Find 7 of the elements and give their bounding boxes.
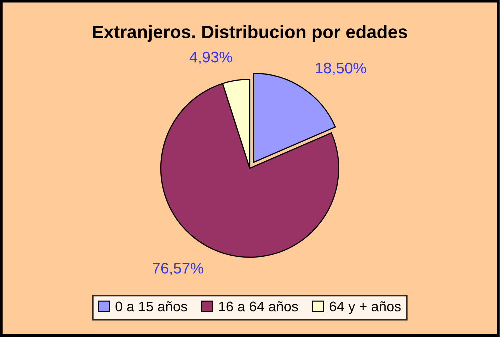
chart-title: Extranjeros. Distribucion por edades bbox=[93, 25, 408, 42]
legend-label: 64 y + años bbox=[330, 302, 401, 314]
legend-label: 16 a 64 años bbox=[219, 302, 298, 312]
data-label: 18,50% bbox=[316, 62, 366, 76]
data-label: 4,93% bbox=[190, 52, 232, 65]
legend-label: 0 a 15 años bbox=[116, 302, 188, 312]
data-label: 76,57% bbox=[152, 263, 204, 276]
